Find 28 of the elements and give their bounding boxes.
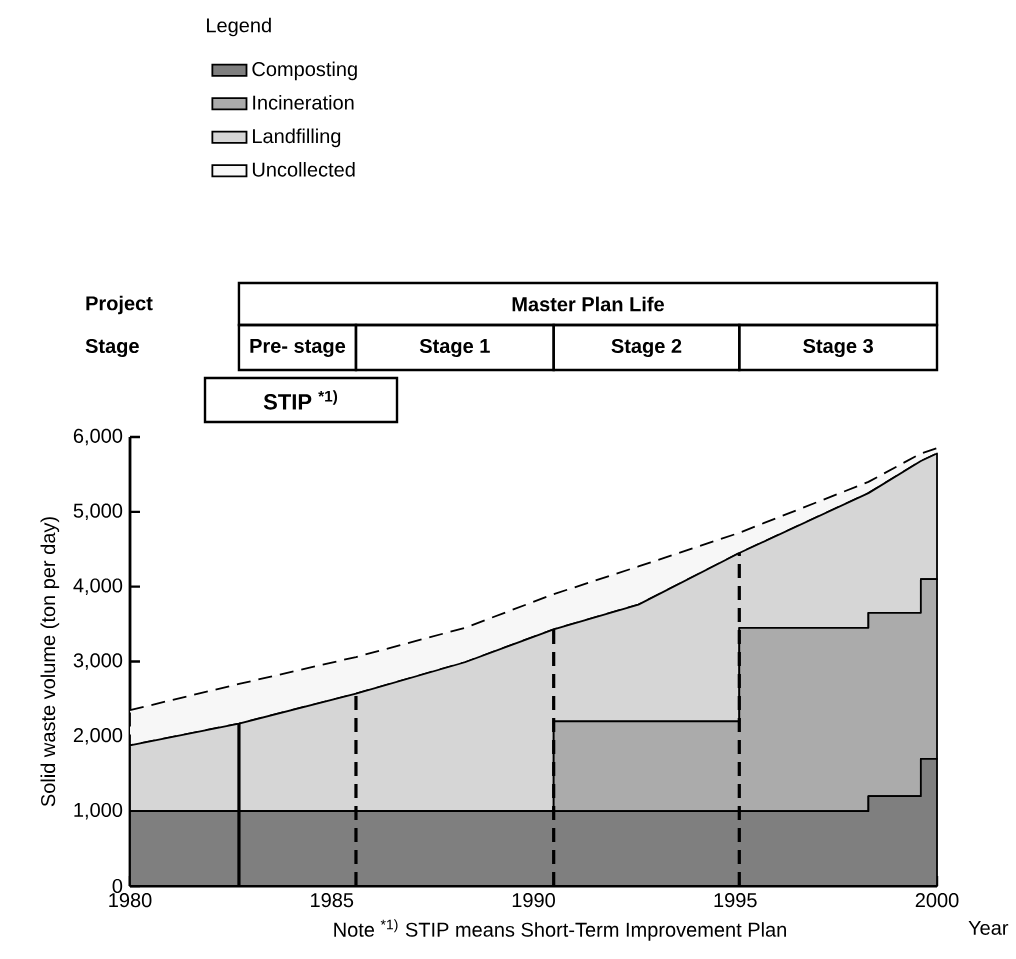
legend-label: Composting (252, 61, 357, 81)
y-tick-label: 4,000 (73, 578, 123, 595)
x-tick-label: 1980 (109, 893, 152, 908)
legend-title: Legend (207, 17, 271, 37)
text: STIP $^{*1)}$ (263, 390, 338, 410)
text: Stage 1 (419, 338, 490, 358)
y-tick-label: 0 (112, 878, 123, 894)
text: Pre- stage (250, 338, 346, 357)
y-tick-label: 5,000 (73, 503, 123, 521)
y-axis-title: Solid waste volume (ton per day) (40, 517, 60, 807)
y-tick-label: 2,000 (73, 728, 123, 745)
text: Stage 2 (611, 338, 682, 358)
text: Note $^{*1)}$ STIP means Short-Term Improvement Plan (334, 919, 786, 941)
y-tick-label: 3,000 (73, 653, 123, 670)
x-tick-label: 2000 (915, 893, 959, 908)
x-tick-label: 1985 (311, 893, 354, 908)
legend-label: Uncollected (252, 161, 355, 177)
legend-label: Incineration (253, 95, 354, 110)
y-tick-label: 1,000 (74, 802, 123, 820)
x-tick-label: 1995 (714, 893, 757, 908)
x-tick-label: 1990 (512, 893, 555, 908)
legend-label: Landfilling (253, 128, 341, 148)
text: Stage 3 (803, 338, 873, 358)
x-axis-title: Year (968, 920, 1009, 935)
text: Project (86, 295, 153, 315)
y-tick-label: 6,000 (73, 428, 123, 446)
text: Stage (85, 338, 139, 358)
text: Master Plan Life (512, 296, 664, 312)
